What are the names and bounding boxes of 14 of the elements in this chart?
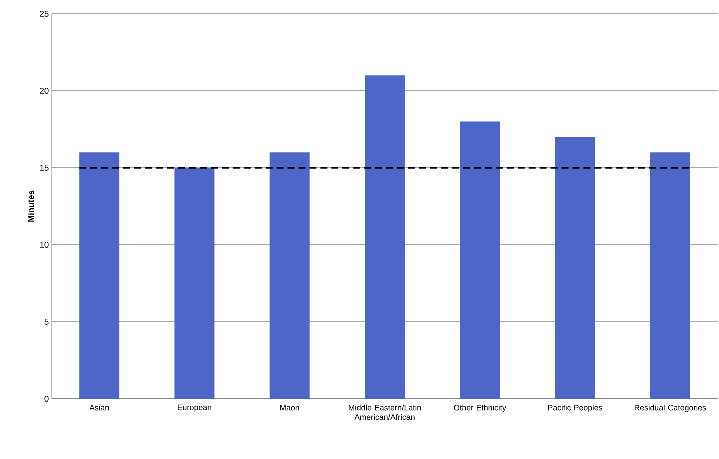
- bar: [650, 152, 690, 399]
- y-tick-label: 10: [40, 242, 49, 248]
- bar: [555, 137, 596, 399]
- y-tick-label: 20: [40, 88, 49, 94]
- bar: [460, 122, 500, 399]
- bar: [80, 152, 120, 399]
- y-tick-label: 0: [44, 396, 49, 402]
- bar: [270, 152, 310, 399]
- bar: [365, 76, 405, 399]
- y-axis-title: Minutes: [28, 190, 34, 222]
- y-tick-label: 5: [44, 319, 49, 325]
- y-tick-label: 15: [40, 165, 49, 171]
- bar: [174, 168, 215, 399]
- y-tick-label: 25: [40, 11, 49, 17]
